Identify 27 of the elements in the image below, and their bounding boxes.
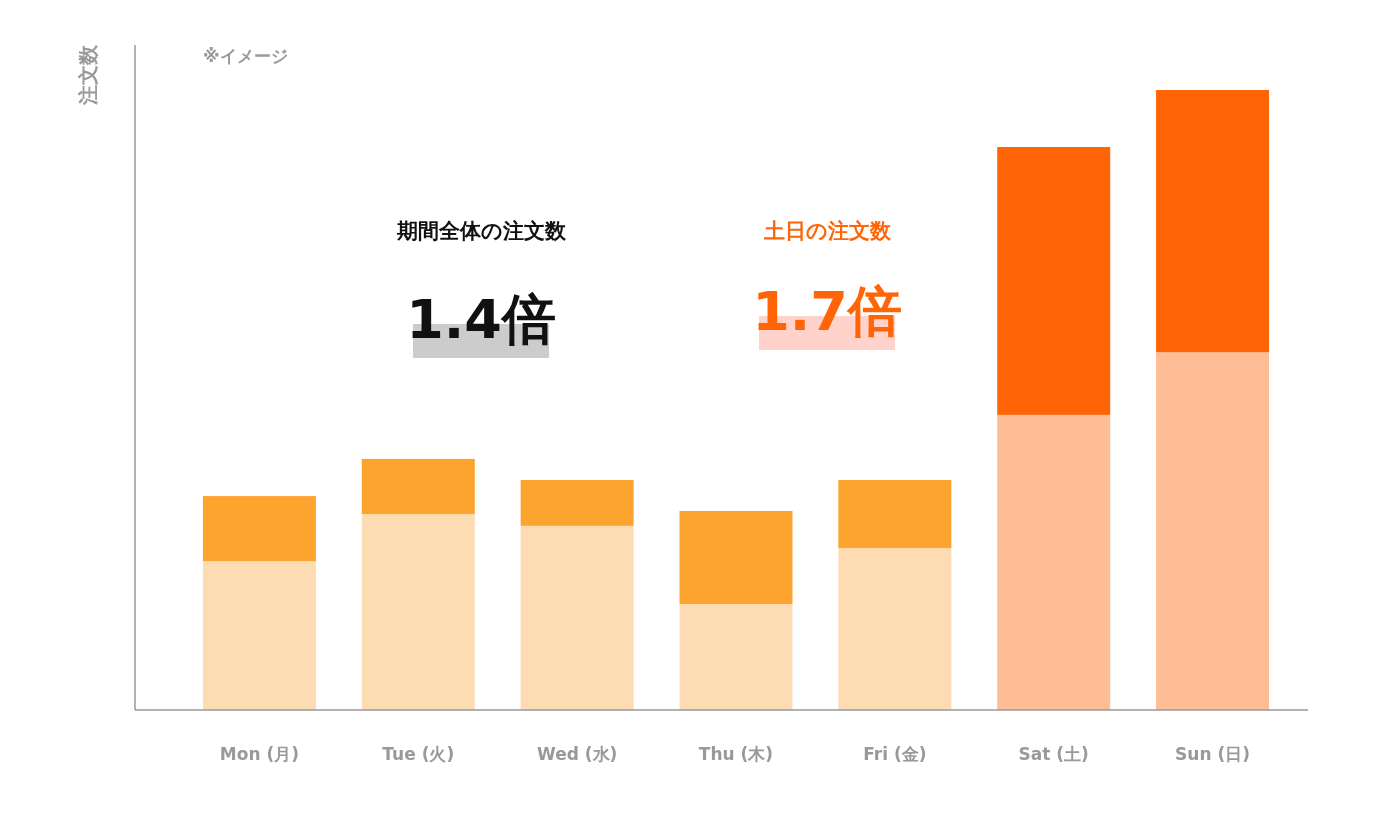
bar [202,496,316,562]
y-axis-title: 注文数 [76,44,100,106]
annotation: 1.7倍 [752,280,902,343]
bar [520,479,634,526]
bar [520,525,634,710]
bar [361,514,475,710]
bar [1156,352,1270,710]
bar [838,548,952,710]
annotation: 1.4倍 [406,288,556,351]
bar [202,561,316,710]
x-tick-label: Thu (木) [698,744,774,764]
bar [679,510,793,604]
x-tick-label: Mon (月) [219,744,300,764]
text: ※イメージ [203,46,288,66]
x-tick-label: Fri (金) [863,744,927,764]
bar [1156,90,1270,353]
annotation: 期間全体の注文数 [395,219,567,243]
x-tick-label: Wed (水) [536,744,618,764]
x-tick-label: Tue (火) [382,744,455,764]
x-tick-label: Sun (日) [1175,744,1251,764]
bar [997,147,1111,415]
x-tick-label: Sat (土) [1018,744,1089,764]
bar [361,458,475,515]
annotation: 土日の注文数 [762,219,892,243]
bar [997,414,1111,710]
bar [838,479,952,549]
bar [679,603,793,710]
